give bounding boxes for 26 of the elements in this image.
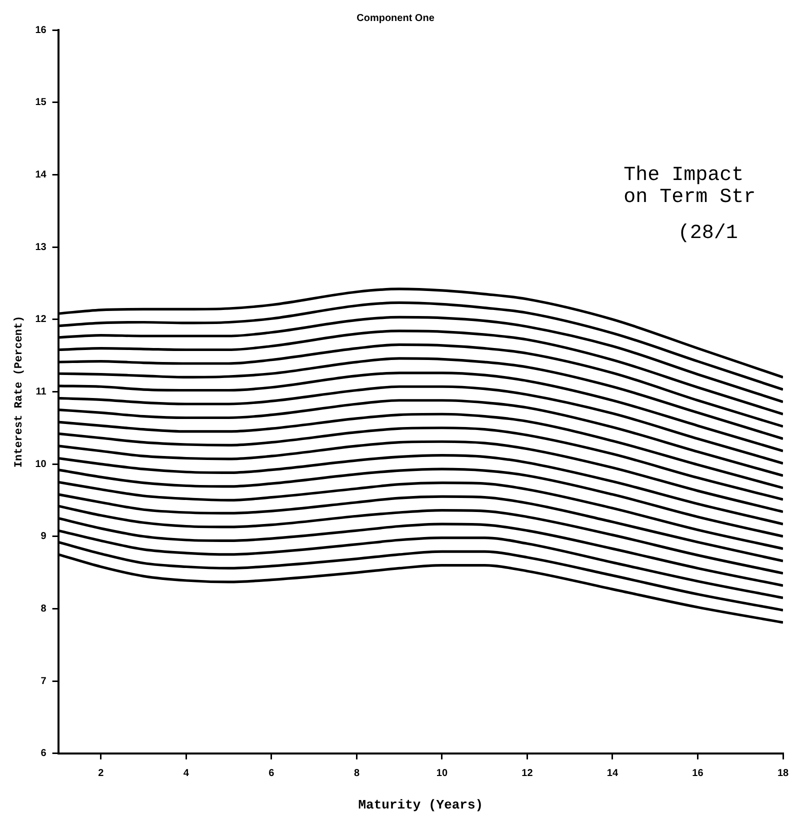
x-tick-label: 4 [183,768,190,780]
annotation: (28/1 [678,222,738,245]
y-tick-label: 15 [35,97,47,108]
x-tick-label: 6 [268,768,275,780]
x-tick-label: 14 [606,768,618,780]
y-tick-label: 9 [40,531,47,542]
x-tick-label: 18 [777,768,789,780]
y-axis-title: Interest Rate (Percent) [13,316,26,468]
x-tick-label: 8 [354,768,360,780]
x-tick-label: 16 [692,768,704,780]
y-tick-label: 7 [40,676,47,687]
x-axis-title: Maturity (Years) [358,797,484,812]
x-tick-label: 10 [436,768,448,780]
y-tick-label: 8 [40,603,47,614]
annotation: The Impact [624,164,744,187]
y-tick-label: 10 [35,458,47,470]
y-tick-label: 16 [35,24,47,36]
y-tick-label: 14 [35,169,47,180]
y-tick-label: 6 [40,748,47,760]
chart-title: Component One [356,12,435,24]
x-tick-label: 12 [522,768,534,780]
y-tick-label: 11 [36,386,47,398]
x-tick-label: 2 [98,768,104,780]
annotation: on Term Str [624,186,756,209]
y-tick-label: 12 [35,314,47,326]
y-tick-label: 13 [35,242,47,253]
